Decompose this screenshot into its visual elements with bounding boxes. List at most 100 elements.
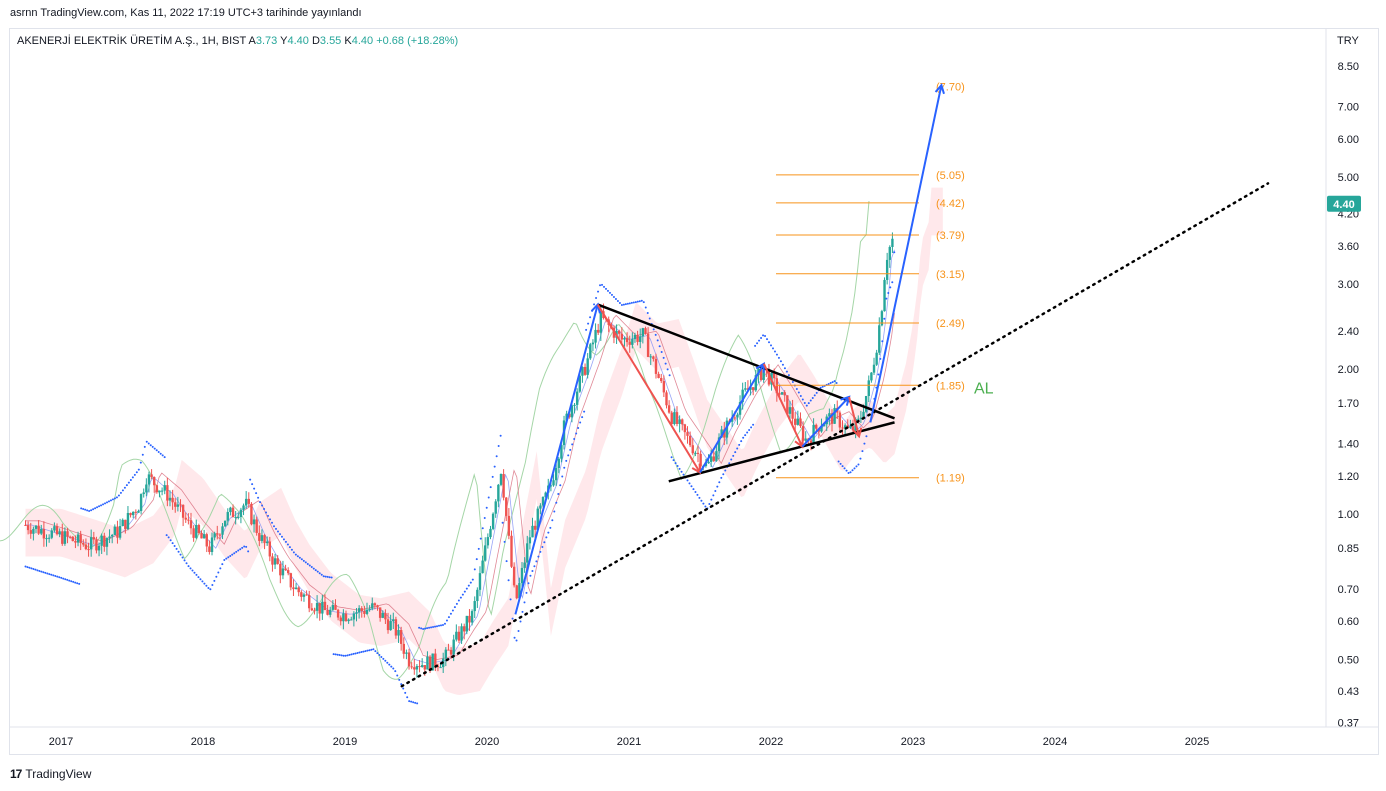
candle-body (205, 534, 208, 547)
candle-body (502, 474, 505, 498)
sar-dot (654, 333, 657, 336)
sar-dot (652, 328, 655, 331)
sar-dot (893, 251, 896, 254)
sar-dot (457, 599, 460, 602)
candle-body (420, 665, 424, 667)
sar-dot (346, 654, 349, 657)
sar-dot (70, 580, 73, 583)
candle-body (457, 631, 461, 641)
candle-body (864, 396, 868, 412)
candle-body (673, 412, 676, 425)
sar-dot (664, 362, 667, 365)
sar-dot (513, 636, 516, 639)
symbol-name[interactable]: AKENERJİ ELEKTRİK ÜRETİM A.Ş., 1H, BIST (17, 35, 247, 47)
candle-body (639, 336, 642, 342)
candle-body (828, 413, 831, 417)
candle-body (649, 356, 652, 358)
candle-body (694, 452, 697, 454)
candle-body (32, 528, 35, 534)
sar-dot (630, 301, 633, 304)
sar-dot (519, 620, 522, 623)
candle-body (780, 392, 784, 395)
x-tick-label: 2025 (1185, 736, 1209, 748)
candle-body (709, 456, 713, 462)
sar-dot (557, 492, 560, 495)
sar-dot (702, 502, 705, 505)
candle-body (368, 608, 371, 610)
sar-dot (515, 639, 518, 642)
candle-body (250, 503, 253, 525)
candle-body (373, 603, 377, 606)
sar-dot (432, 625, 435, 628)
candle-body (158, 490, 161, 493)
sar-dot (801, 398, 804, 401)
sar-dot (96, 506, 99, 509)
candle-body (533, 525, 537, 530)
sar-dot (109, 499, 112, 502)
sar-dot (420, 627, 423, 630)
sar-dot (728, 462, 731, 465)
sar-dot (48, 573, 51, 576)
sar-dot (489, 486, 492, 489)
candle-body (163, 485, 166, 491)
sar-dot (161, 454, 164, 457)
candle-body (428, 656, 432, 671)
x-tick-label: 2019 (333, 736, 357, 748)
sar-dot (259, 501, 262, 504)
candle-body (192, 528, 195, 538)
sar-dot (579, 421, 582, 424)
candle-body (29, 530, 32, 534)
sar-dot (467, 584, 470, 587)
currency-label[interactable]: TRY (1337, 35, 1359, 47)
sar-dot (382, 657, 385, 660)
sar-dot (447, 616, 450, 619)
candle-body (34, 525, 38, 529)
candle-body (142, 492, 145, 495)
candle-body (223, 520, 227, 527)
sar-dot (318, 572, 321, 575)
sar-dot (298, 556, 301, 559)
sar-dot (64, 578, 67, 581)
sar-dot (288, 546, 291, 549)
wave-up-arrow (699, 363, 765, 474)
candle-body (187, 519, 190, 521)
sar-dot (185, 562, 188, 565)
candle-body (318, 603, 321, 614)
candle-body (657, 373, 660, 378)
candle-body (688, 435, 692, 446)
candle-body (155, 485, 159, 493)
candle-body (883, 279, 886, 312)
sar-dot (372, 648, 375, 651)
sar-dot (662, 356, 665, 359)
sar-dot (62, 577, 65, 580)
candle-body (791, 407, 794, 419)
sar-dot (674, 462, 677, 465)
candle-body (565, 413, 568, 421)
sar-dot (632, 301, 635, 304)
sar-dot (640, 299, 643, 302)
sar-dot (791, 381, 794, 384)
sar-dot (434, 625, 437, 628)
candle-body (147, 474, 151, 485)
sar-dot (803, 402, 806, 405)
fib-level-label: (2.49) (936, 318, 965, 330)
sar-dot (384, 659, 387, 662)
candle-body (552, 480, 555, 486)
candle-body (699, 453, 702, 467)
candle-body (618, 330, 621, 334)
candle-body (665, 392, 668, 406)
sar-dot (271, 521, 274, 524)
candle-body (762, 369, 765, 381)
sar-dot (113, 497, 116, 500)
sar-dot (507, 579, 510, 582)
sar-dot (779, 360, 782, 363)
candle-body (870, 372, 873, 381)
candle-body (872, 364, 876, 373)
sar-dot (857, 463, 860, 466)
sar-dot (698, 496, 701, 499)
sar-dot (386, 661, 389, 664)
sar-dot (760, 337, 763, 340)
candle-body (512, 566, 516, 586)
tradingview-logo[interactable]: 17 TradingView (10, 767, 91, 781)
